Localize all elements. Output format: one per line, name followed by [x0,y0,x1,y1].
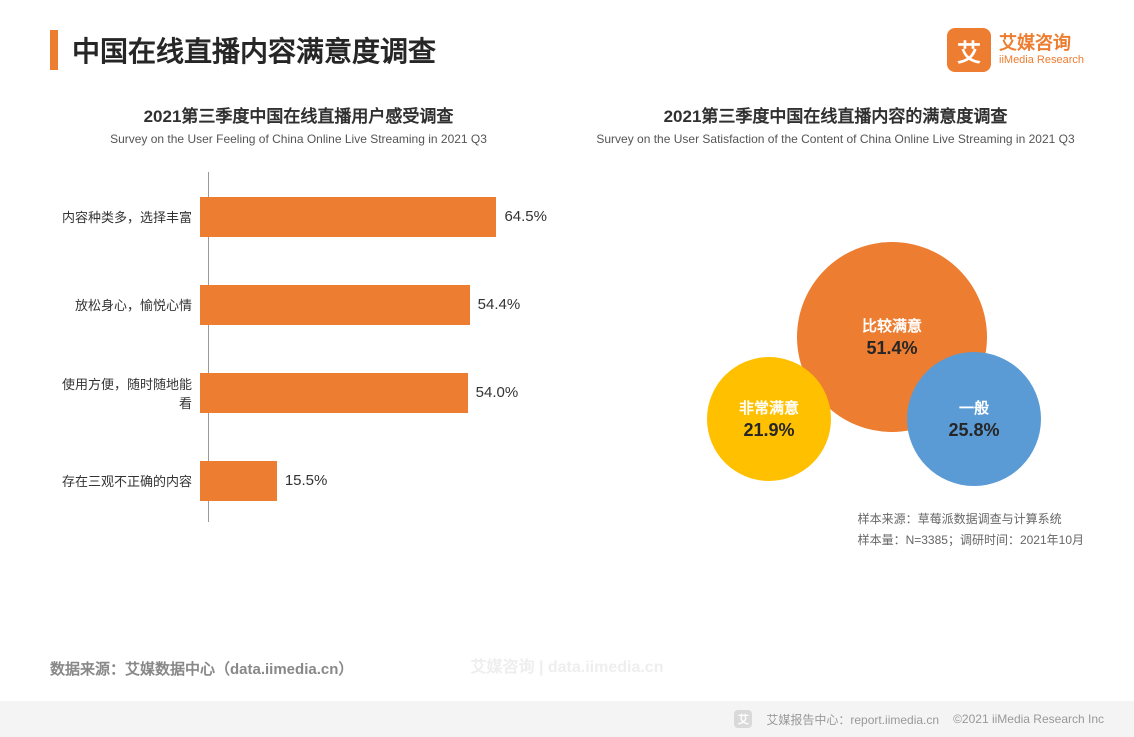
brand-logo-icon: 艾 [947,28,991,72]
bubble-chart-titles: 2021第三季度中国在线直播内容的满意度调查 Survey on the Use… [587,102,1084,148]
bar-label: 使用方便，随时随地能看 [50,374,200,412]
footer-copyright: ©2021 iiMedia Research Inc [953,712,1104,726]
bubble-chart-title-cn: 2021第三季度中国在线直播内容的满意度调查 [587,102,1084,127]
accent-bar [50,30,58,70]
footer: 艾 艾媒报告中心：report.iimedia.cn ©2021 iiMedia… [0,701,1134,737]
brand-logo-text: 艾媒咨询 iiMedia Research [999,34,1084,66]
bar-row: 放松身心，愉悦心情 54.4% [50,270,547,340]
bar-chart-titles: 2021第三季度中国在线直播用户感受调查 Survey on the User … [50,102,547,148]
brand-name-cn: 艾媒咨询 [999,34,1084,54]
sample-note: 样本来源：草莓派数据调查与计算系统 样本量：N=3385；调研时间：2021年1… [858,509,1084,552]
title-wrap: 中国在线直播内容满意度调查 [50,30,436,70]
bar-row: 使用方便，随时随地能看 54.0% [50,358,547,428]
bar [200,285,470,325]
bar-label: 存在三观不正确的内容 [50,471,200,490]
bubble-value: 51.4% [866,338,917,359]
watermark: 艾媒咨询 | data.iimedia.cn [471,653,664,677]
bar [200,197,496,237]
bubble-label: 非常满意 [739,397,799,418]
bar-chart-title-cn: 2021第三季度中国在线直播用户感受调查 [50,102,547,127]
content-area: 2021第三季度中国在线直播用户感受调查 Survey on the User … [0,72,1134,552]
bubble-value: 21.9% [743,420,794,441]
sample-note-line1: 样本来源：草莓派数据调查与计算系统 [858,509,1084,531]
bar-value: 15.5% [285,472,328,489]
page-title: 中国在线直播内容满意度调查 [72,30,436,70]
bar-chart: 内容种类多，选择丰富 64.5% 放松身心，愉悦心情 54.4% 使用方便，随时随地能看… [50,172,547,552]
bubble-label: 一般 [959,397,989,418]
bubble-value: 25.8% [948,420,999,441]
bar-row: 存在三观不正确的内容 15.5% [50,446,547,516]
bar-track: 15.5% [200,446,547,516]
brand-logo: 艾 艾媒咨询 iiMedia Research [947,28,1084,72]
footer-report-link: 艾媒报告中心：report.iimedia.cn [766,711,939,728]
bubble: 一般25.8% [907,352,1041,486]
bar-track: 54.4% [200,270,547,340]
bubble-label: 比较满意 [862,315,922,336]
bubble-chart-panel: 2021第三季度中国在线直播内容的满意度调查 Survey on the Use… [587,102,1084,552]
bar-track: 64.5% [200,182,547,252]
brand-name-en: iiMedia Research [999,54,1084,66]
bar-chart-panel: 2021第三季度中国在线直播用户感受调查 Survey on the User … [50,102,547,552]
bar-label: 放松身心，愉悦心情 [50,295,200,314]
header: 中国在线直播内容满意度调查 艾 艾媒咨询 iiMedia Research [0,0,1134,72]
bar-label: 内容种类多，选择丰富 [50,207,200,226]
bar-value: 54.0% [476,384,519,401]
bar-row: 内容种类多，选择丰富 64.5% [50,182,547,252]
bar [200,373,468,413]
bar-track: 54.0% [200,358,547,428]
sample-note-line2: 样本量：N=3385；调研时间：2021年10月 [858,530,1084,552]
bubble-chart-title-en: Survey on the User Satisfaction of the C… [587,131,1084,148]
bar [200,461,277,501]
bar-chart-title-en: Survey on the User Feeling of China Onli… [50,131,547,148]
bubble: 非常满意21.9% [707,357,831,481]
bar-value: 64.5% [504,208,547,225]
footer-logo-icon: 艾 [734,710,752,728]
data-source: 数据来源：艾媒数据中心（data.iimedia.cn） [50,658,353,679]
bubble-chart: 样本来源：草莓派数据调查与计算系统 样本量：N=3385；调研时间：2021年1… [587,172,1084,552]
bar-value: 54.4% [478,296,521,313]
